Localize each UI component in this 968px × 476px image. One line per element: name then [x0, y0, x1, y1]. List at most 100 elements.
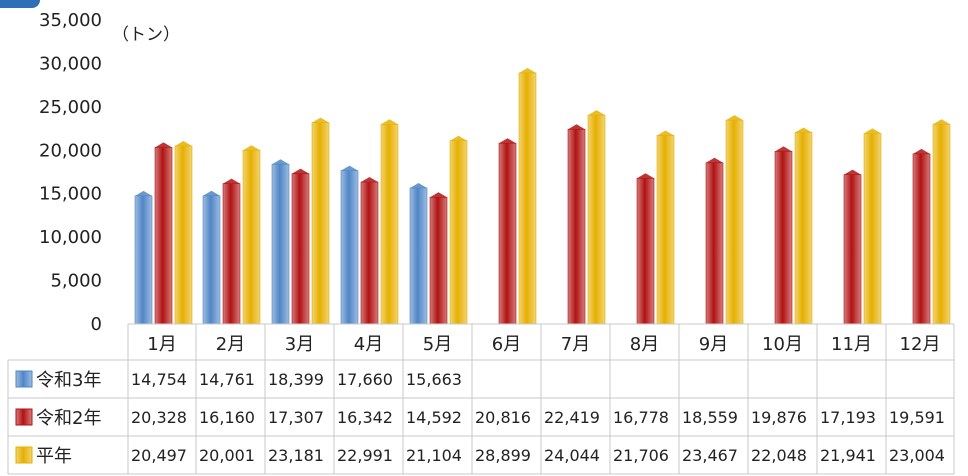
bar-2-11: [843, 174, 862, 325]
bar-3-4: [380, 124, 399, 325]
data-label: 14,592: [406, 408, 462, 427]
y-tick-label: 25,000: [39, 97, 102, 118]
bar-3-8: [656, 135, 675, 325]
x-tick-label: 3月: [285, 334, 314, 355]
bar-cap-3-10: [795, 127, 812, 133]
bar-cap-2-7: [568, 124, 585, 130]
bar-cap-2-1: [155, 142, 172, 148]
bar-cap-3-11: [864, 128, 881, 134]
bar-3-12: [932, 123, 951, 325]
bar-1-4: [340, 170, 359, 325]
data-label: 20,001: [199, 446, 255, 465]
bar-cap-3-2: [243, 145, 260, 151]
bar-cap-3-6: [519, 67, 536, 73]
data-label: 16,160: [199, 408, 255, 427]
y-tick-label: 5,000: [50, 271, 102, 292]
bar-3-5: [449, 140, 468, 325]
data-label: 20,816: [475, 408, 531, 427]
data-label: 17,660: [337, 370, 393, 389]
x-tick-label: 8月: [630, 334, 659, 355]
bar-3-6: [518, 72, 537, 325]
bar-cap-3-9: [726, 115, 743, 121]
legend-key-2: [15, 408, 33, 426]
bar-cap-3-12: [933, 119, 950, 125]
data-label: 21,104: [406, 446, 462, 465]
data-label: 14,761: [199, 370, 255, 389]
data-label: 22,419: [544, 408, 600, 427]
data-label: 15,663: [406, 370, 462, 389]
bar-2-3: [291, 173, 310, 325]
bar-2-8: [636, 177, 655, 325]
bar-cap-2-3: [292, 168, 309, 174]
y-tick-label: 20,000: [39, 140, 102, 161]
bar-cap-1-1: [135, 190, 152, 196]
bar-cap-2-9: [706, 157, 723, 163]
bar-1-2: [202, 195, 221, 325]
bar-cap-1-5: [410, 182, 427, 188]
data-label: 22,048: [751, 446, 807, 465]
data-label: 18,559: [682, 408, 738, 427]
x-tick-label: 1月: [147, 334, 176, 355]
data-label: 19,876: [751, 408, 807, 427]
bar-2-5: [429, 196, 448, 325]
bar-2-1: [154, 147, 173, 325]
bar-cap-2-5: [430, 192, 447, 198]
x-tick-label: 9月: [699, 334, 728, 355]
x-tick-label: 2月: [216, 334, 245, 355]
data-label: 17,307: [268, 408, 324, 427]
data-label: 14,754: [131, 370, 187, 389]
x-tick-label: 4月: [354, 334, 383, 355]
bar-3-11: [863, 133, 882, 325]
x-tick-label: 7月: [561, 334, 590, 355]
x-tick-label: 11月: [831, 334, 872, 355]
bar-cap-3-3: [312, 117, 329, 123]
y-tick-label: 15,000: [39, 184, 102, 205]
corner-accent: [0, 0, 40, 8]
bar-cap-3-8: [657, 130, 674, 136]
bar-2-12: [912, 153, 931, 325]
bar-cap-3-1: [175, 140, 192, 146]
data-label: 24,044: [544, 446, 600, 465]
bar-2-7: [567, 128, 586, 325]
data-label: 22,991: [337, 446, 393, 465]
bar-3-9: [725, 119, 744, 325]
data-label: 21,941: [820, 446, 876, 465]
y-tick-label: 0: [91, 314, 102, 335]
bar-cap-2-8: [637, 173, 654, 179]
y-tick-label: 35,000: [39, 10, 102, 31]
x-tick-label: 10月: [762, 334, 803, 355]
bar-2-4: [360, 181, 379, 325]
bar-3-7: [587, 114, 606, 325]
data-label: 20,497: [131, 446, 187, 465]
data-label: 20,328: [131, 408, 187, 427]
data-label: 28,899: [475, 446, 531, 465]
legend-label-2: 令和2年: [36, 408, 101, 429]
bar-cap-3-7: [588, 110, 605, 116]
bar-cap-2-12: [913, 148, 930, 154]
bar-3-3: [311, 122, 330, 325]
bar-3-10: [794, 132, 813, 325]
y-tick-label: 10,000: [39, 227, 102, 248]
unit-label: （トン）: [112, 25, 180, 45]
bar-cap-3-5: [450, 135, 467, 141]
data-label: 21,706: [613, 446, 669, 465]
bar-cap-1-2: [203, 190, 220, 196]
bar-1-3: [271, 163, 290, 325]
data-label: 16,778: [613, 408, 669, 427]
data-label: 23,004: [889, 446, 945, 465]
legend-label-3: 平年: [36, 446, 72, 467]
bar-3-2: [242, 149, 261, 325]
bar-cap-2-2: [223, 178, 240, 184]
data-label: 16,342: [337, 408, 393, 427]
bar-2-10: [774, 151, 793, 325]
data-label: 19,591: [889, 408, 945, 427]
bar-2-2: [222, 183, 241, 325]
legend-key-1: [15, 370, 33, 388]
bar-2-9: [705, 162, 724, 325]
bar-1-5: [409, 187, 428, 325]
data-label: 23,467: [682, 446, 738, 465]
bar-cap-2-4: [361, 177, 378, 183]
x-tick-label: 5月: [423, 334, 452, 355]
y-tick-label: 30,000: [39, 53, 102, 74]
